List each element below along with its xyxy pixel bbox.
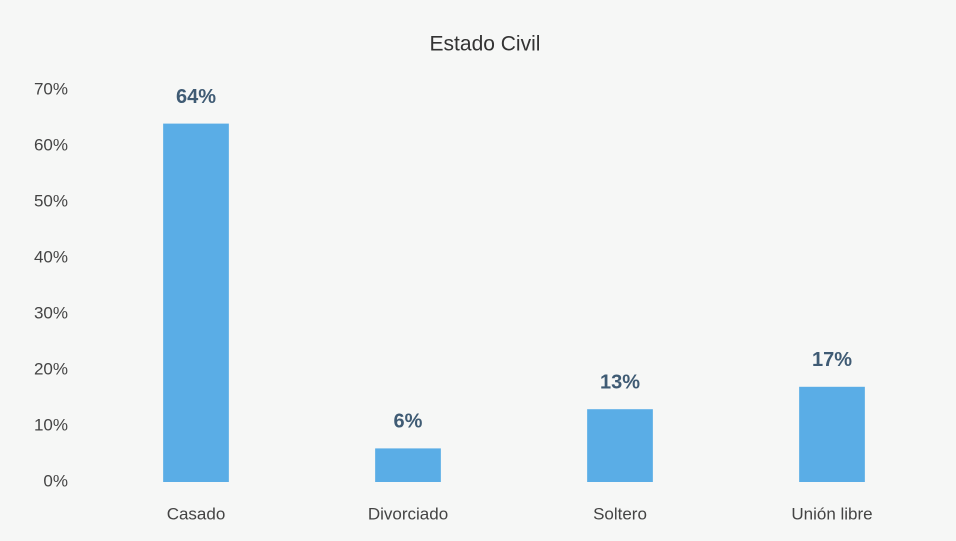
y-tick-label: 40% xyxy=(34,247,68,266)
data-label: 64% xyxy=(176,86,216,108)
bar xyxy=(799,386,865,482)
data-label: 13% xyxy=(600,371,640,393)
data-label: 6% xyxy=(394,411,423,433)
bar xyxy=(163,123,229,482)
x-tick-label: Unión libre xyxy=(791,504,872,523)
bar xyxy=(587,409,653,482)
bar xyxy=(375,448,441,482)
y-tick-label: 50% xyxy=(34,191,68,210)
x-tick-label: Divorciado xyxy=(368,504,448,523)
x-tick-label: Soltero xyxy=(593,504,647,523)
y-tick-label: 10% xyxy=(34,415,68,434)
x-tick-label: Casado xyxy=(167,504,226,523)
chart-title: Estado Civil xyxy=(430,33,541,56)
y-tick-label: 70% xyxy=(34,79,68,98)
y-tick-label: 30% xyxy=(34,303,68,322)
data-label: 17% xyxy=(812,349,852,371)
y-tick-label: 20% xyxy=(34,359,68,378)
y-tick-label: 60% xyxy=(34,135,68,154)
y-tick-label: 0% xyxy=(43,471,68,490)
